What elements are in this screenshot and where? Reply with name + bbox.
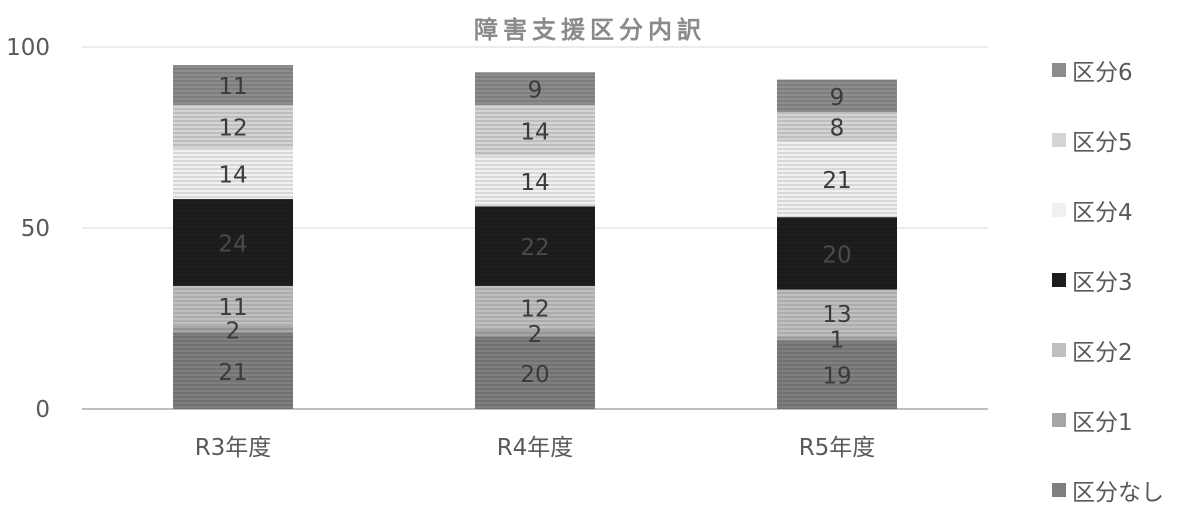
bar-segment-texture [777,79,897,113]
legend-label: 区分1 [1072,410,1133,436]
bar-segment-texture [173,65,293,105]
bar-segment-texture [777,112,897,142]
bar-segment-texture [777,289,897,337]
bar-segment-texture [777,217,897,290]
y-tick-label: 50 [21,216,50,242]
legend-label: 区分4 [1072,200,1133,226]
legend-label: 区分3 [1072,270,1133,296]
y-tick-label: 100 [6,35,50,61]
y-tick-label: 0 [35,397,50,423]
data-label: 19 [822,364,851,390]
data-label: 12 [520,297,549,323]
bar-segment-texture [777,340,897,409]
legend-label: 区分6 [1072,60,1133,86]
data-label: 13 [822,302,851,328]
legend-item: 区分4 [1052,194,1133,226]
legend-label: 区分5 [1072,130,1133,156]
data-label: 12 [218,116,247,142]
legend-swatch [1052,273,1066,287]
bar-segment-texture [173,104,293,149]
legend-swatch [1052,203,1066,217]
bar-segment-texture [475,72,595,105]
data-label: 2 [528,322,543,348]
bar-segment-texture [475,329,595,337]
legend-swatch [1052,413,1066,427]
data-label: 9 [830,85,845,111]
legend-swatch [1052,133,1066,147]
legend-item: 区分2 [1052,334,1133,366]
legend-item: 区分5 [1052,124,1133,156]
data-label: 2 [226,318,241,344]
bar-segment-texture [173,148,293,200]
data-label: 20 [520,362,549,388]
chart-title: 障害支援区分内訳 [474,16,706,44]
legend-item: 区分1 [1052,404,1133,436]
legend-swatch [1052,483,1066,497]
data-label: 22 [520,235,549,261]
data-label: 9 [528,78,543,104]
data-label: 21 [218,360,247,386]
legend-swatch [1052,343,1066,357]
x-tick-label: R3年度 [195,435,272,461]
bar-segment-texture [475,206,595,286]
legend-item: 区分なし [1052,474,1164,506]
bar-segment-texture [777,141,897,218]
bar-segment-texture [777,336,897,341]
data-label: 14 [218,163,247,189]
data-label: 11 [218,295,247,321]
legend-item: 区分3 [1052,264,1133,296]
bar-segment-texture [173,332,293,409]
bar-segment-texture [475,155,595,207]
legend-label: 区分2 [1072,340,1133,366]
data-label: 8 [830,116,845,142]
data-label: 1 [830,327,845,353]
data-label: 14 [520,119,549,145]
legend-swatch [1052,63,1066,77]
data-label: 14 [520,170,549,196]
bar-segment-texture [173,199,293,286]
bar-segment-texture [475,336,595,409]
data-label: 20 [822,242,851,268]
legend-label: 区分なし [1072,480,1164,506]
bar-segment-texture [173,285,293,326]
data-label: 24 [218,231,247,257]
x-tick-label: R4年度 [497,435,574,461]
legend-item: 区分6 [1052,54,1133,86]
bar-segment-texture [475,285,595,330]
x-tick-label: R5年度 [799,435,876,461]
data-label: 21 [822,168,851,194]
bar-segment-texture [475,104,595,156]
bar-segment-texture [173,325,293,333]
data-label: 11 [218,74,247,100]
